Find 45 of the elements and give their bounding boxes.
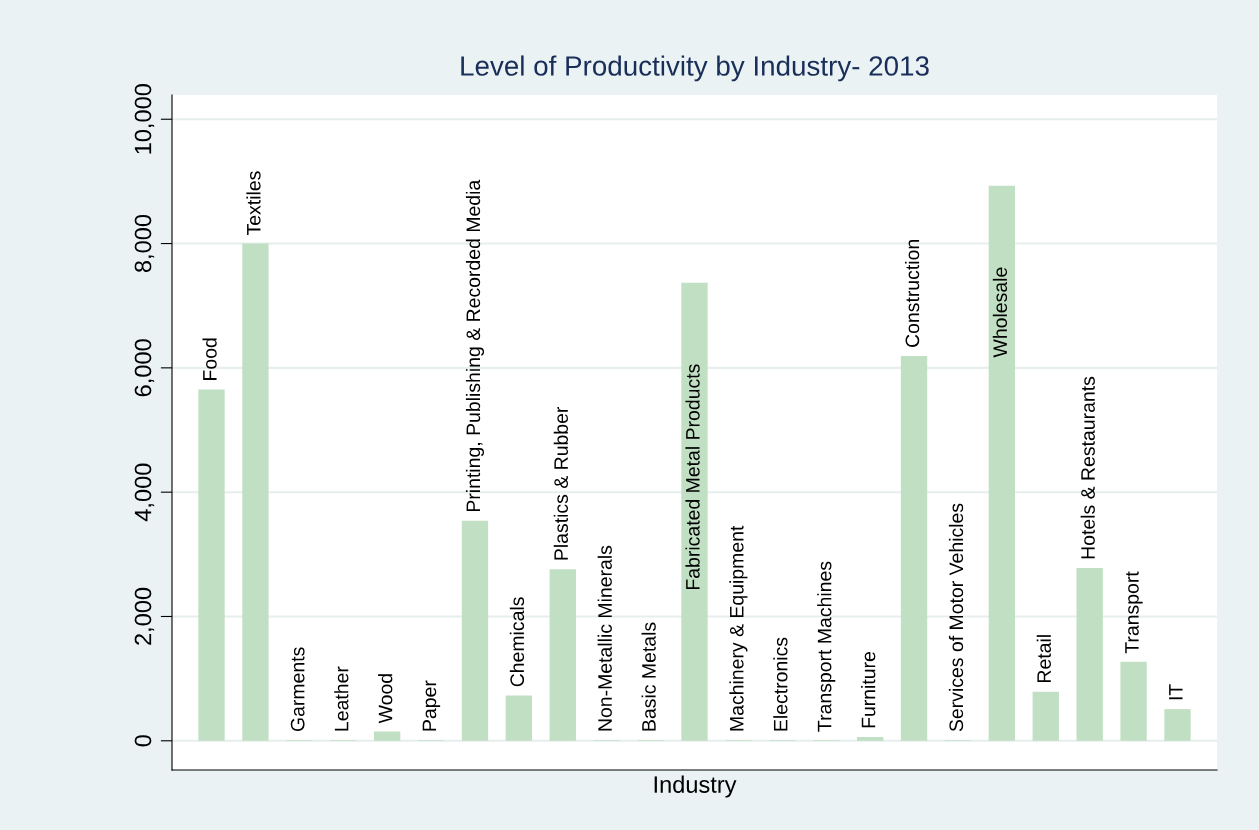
bar	[373, 731, 401, 741]
bar	[505, 695, 533, 741]
bar	[1164, 709, 1191, 741]
x-tick-label: Plastics & Rubber	[553, 406, 568, 560]
y-tick-label: 0	[134, 735, 152, 747]
x-tick-label: Hotels & Restaurants	[1080, 376, 1095, 559]
bar	[900, 356, 928, 741]
x-tick-label: Electronics	[773, 637, 788, 731]
bar	[1120, 661, 1147, 741]
x-tick-label: Furniture	[861, 652, 876, 728]
x-tick-label: Leather	[334, 666, 349, 731]
x-tick-label: Textiles	[246, 171, 261, 236]
x-tick-label: Printing, Publishing & Recorded Media	[465, 179, 485, 512]
x-tick-label: Garments	[290, 647, 305, 732]
y-tick-label: 4,000	[134, 463, 155, 522]
x-tick-label: Services of Motor Vehicles	[948, 503, 964, 732]
y-tick-label: 8,000	[134, 214, 155, 273]
x-tick-label: Chemicals	[509, 597, 525, 687]
bar	[681, 282, 708, 741]
x-tick-label: Wood	[378, 674, 393, 724]
x-tick-label: Machinery & Equipment	[729, 525, 748, 731]
y-tick-label: 2,000	[134, 587, 155, 645]
bar	[242, 243, 269, 741]
bar	[198, 389, 225, 741]
x-tick-label: Paper	[422, 680, 441, 731]
bar	[988, 185, 1016, 741]
x-axis-title: Industry	[654, 775, 737, 798]
x-tick-label: Retail	[1036, 635, 1051, 682]
x-tick-label: Transport	[1125, 571, 1143, 654]
bar	[549, 569, 576, 741]
bar	[856, 737, 884, 741]
x-tick-label: Transport Machines	[817, 561, 836, 732]
bar	[461, 520, 489, 741]
bar	[1076, 568, 1103, 741]
y-tick-label: 6,000	[134, 339, 155, 397]
x-tick-label: Construction	[904, 240, 920, 347]
x-tick-label: Non-Metallic Minerals	[597, 545, 612, 731]
x-tick-label: Wholesale	[992, 267, 1008, 358]
bar	[1032, 691, 1059, 741]
x-tick-label: Basic Metals	[641, 622, 656, 731]
x-tick-label: Fabricated Metal Products	[685, 364, 700, 590]
x-tick-label: IT	[1169, 684, 1183, 700]
y-tick-label: 10,000	[134, 84, 155, 154]
chart-title: Level of Productivity by Industry- 2013	[461, 55, 929, 82]
x-tick-label: Food	[202, 338, 217, 380]
